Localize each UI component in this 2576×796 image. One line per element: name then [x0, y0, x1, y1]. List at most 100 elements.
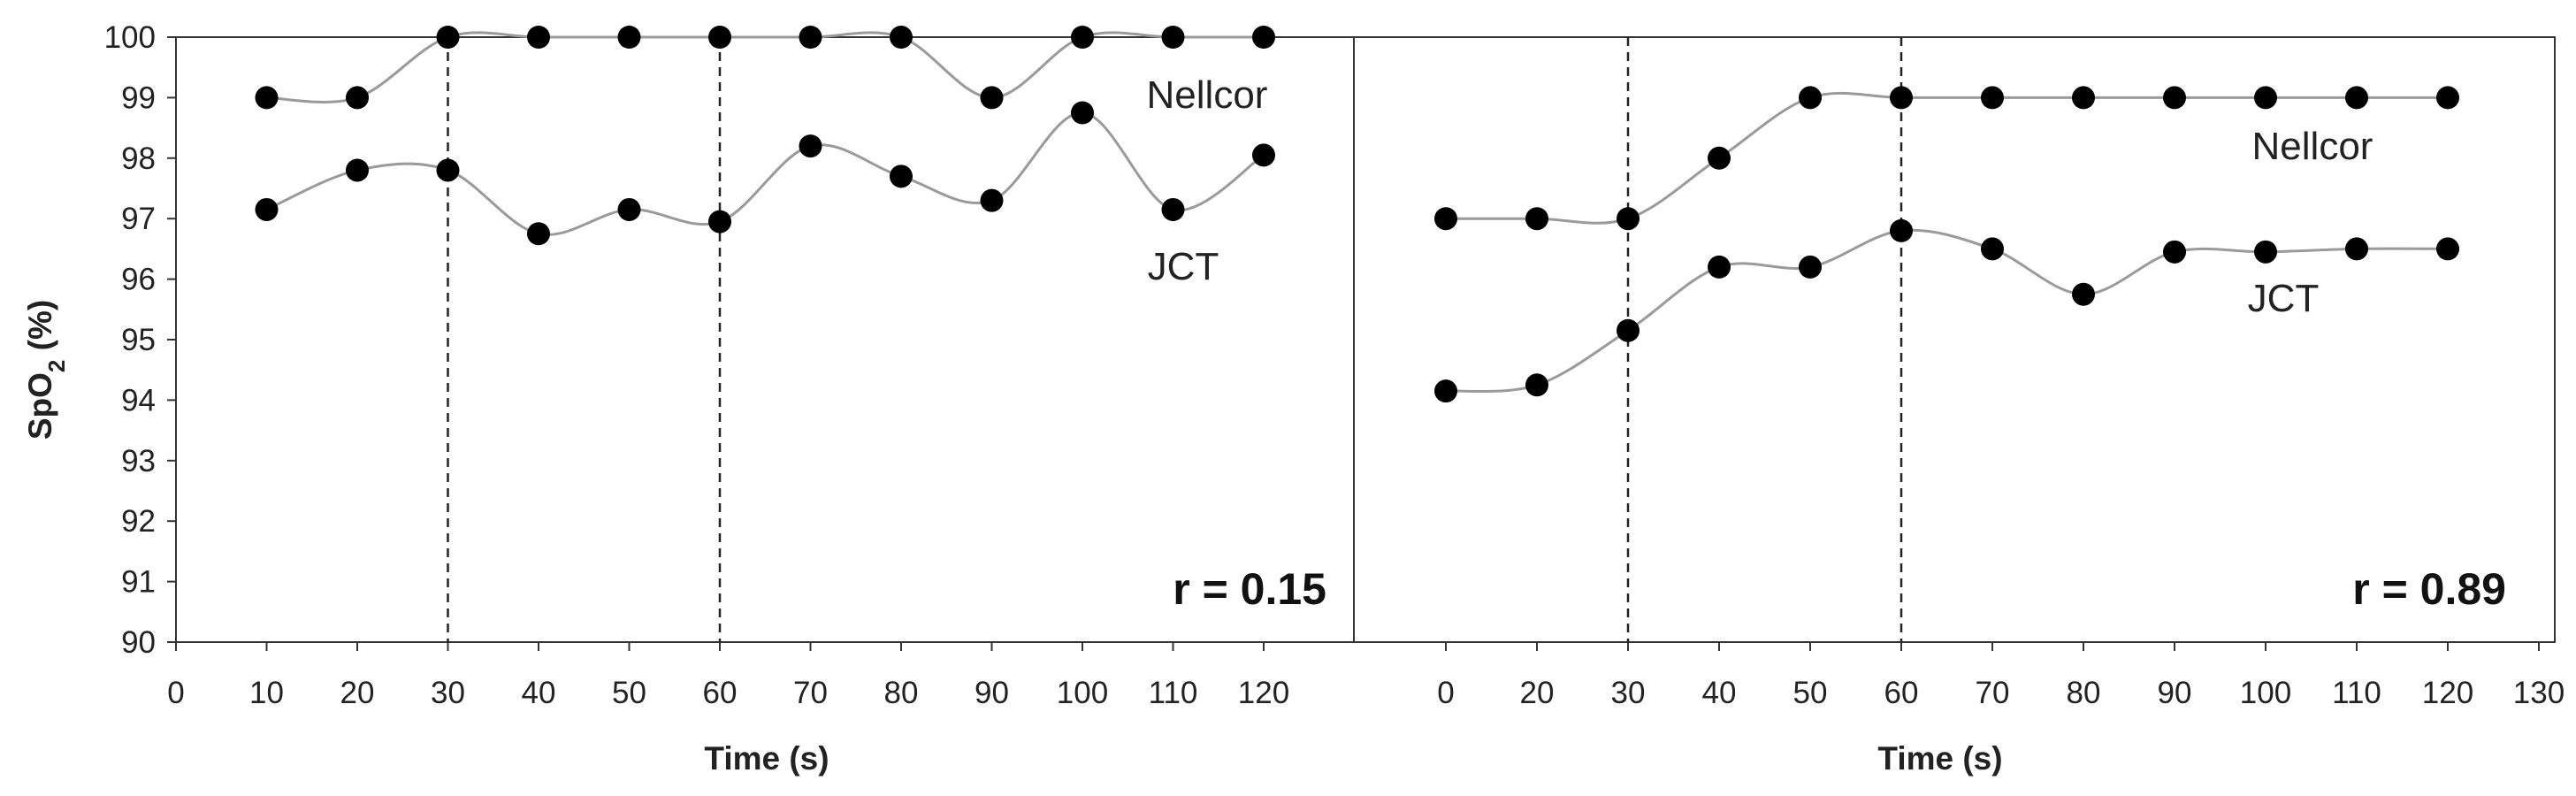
- data-point-jct: [2072, 282, 2095, 306]
- data-point-nellcor: [2072, 86, 2095, 110]
- data-point-nellcor: [1434, 207, 1457, 231]
- x-tick-label: 70: [793, 676, 828, 710]
- data-point-jct: [1708, 255, 1731, 279]
- y-tick-label: 94: [121, 383, 156, 417]
- y-tick-label: 96: [121, 263, 156, 297]
- data-point-jct: [255, 197, 279, 221]
- data-point-nellcor: [1525, 207, 1548, 231]
- data-point-nellcor: [1799, 86, 1822, 110]
- data-point-nellcor: [799, 26, 822, 49]
- x-tick-label: 40: [1702, 676, 1737, 710]
- data-point-jct: [2436, 237, 2459, 261]
- chart-frame-right: [1353, 36, 2556, 643]
- y-tick-label: 98: [121, 142, 156, 176]
- series-line-jct: [265, 111, 1265, 236]
- data-point-nellcor: [1981, 86, 2004, 110]
- data-point-nellcor: [436, 26, 460, 49]
- data-point-jct: [2163, 240, 2186, 264]
- x-tick-label: 120: [1238, 676, 1289, 710]
- data-point-nellcor: [1890, 86, 1913, 110]
- chart-panel-left: 90 91 92 93 94 95 96 97 98 99 100 0 10 20 30 40 50 60 70 80…: [104, 20, 1326, 777]
- correlation-annotation: r = 0.89: [2352, 564, 2506, 614]
- data-point-jct: [346, 158, 369, 182]
- data-point-nellcor: [527, 26, 550, 49]
- data-point-nellcor: [1708, 146, 1731, 170]
- x-tick-label: 110: [1149, 676, 1198, 710]
- x-tick-label: 50: [1793, 676, 1828, 710]
- x-tick-label: 90: [975, 676, 1009, 710]
- data-point-nellcor: [255, 86, 279, 110]
- x-tick-label: 120: [2422, 676, 2473, 710]
- x-axis-title: Time (s): [704, 740, 829, 777]
- x-tick-label: 60: [1884, 676, 1919, 710]
- y-tick-label: 99: [121, 80, 156, 115]
- x-tick-label: 0: [167, 676, 184, 710]
- data-point-jct: [436, 158, 460, 182]
- x-tick-label: 10: [249, 676, 284, 710]
- y-tick-label: 91: [121, 565, 156, 600]
- y-axis-title: SpO2 (%): [22, 300, 70, 440]
- x-tick-label: 30: [431, 676, 465, 710]
- data-point-jct: [1161, 197, 1185, 221]
- correlation-annotation: r = 0.15: [1173, 564, 1326, 614]
- data-point-nellcor: [1617, 207, 1640, 231]
- data-point-nellcor: [2345, 86, 2368, 110]
- x-tick-label: 70: [1976, 676, 2010, 710]
- data-point-jct: [1617, 318, 1640, 342]
- x-axis-title: Time (s): [1877, 740, 2002, 777]
- data-point-jct: [1799, 255, 1822, 279]
- data-point-jct: [799, 134, 822, 158]
- x-tick-label: 90: [2158, 676, 2192, 710]
- data-point-jct: [1890, 218, 1913, 242]
- data-point-jct: [1525, 373, 1548, 397]
- data-point-nellcor: [890, 26, 913, 49]
- data-point-nellcor: [2163, 86, 2186, 110]
- x-tick-label: 20: [340, 676, 375, 710]
- data-point-nellcor: [1161, 26, 1185, 49]
- x-tick-label: 80: [884, 676, 919, 710]
- data-point-jct: [1252, 143, 1275, 167]
- data-point-nellcor: [980, 86, 1004, 110]
- data-point-jct: [1434, 379, 1457, 403]
- x-tick-label: 40: [522, 676, 556, 710]
- data-point-nellcor: [2254, 86, 2277, 110]
- data-point-nellcor: [617, 26, 641, 49]
- chart-frame-left: [175, 36, 1355, 643]
- data-point-nellcor: [1071, 26, 1094, 49]
- y-tick-label: 95: [121, 323, 156, 357]
- data-point-nellcor: [1252, 26, 1275, 49]
- data-point-jct: [890, 165, 913, 188]
- y-tick-label: 93: [121, 444, 156, 478]
- x-tick-label: 30: [1611, 676, 1646, 710]
- data-point-jct: [2345, 237, 2368, 261]
- x-tick-label: 50: [612, 676, 646, 710]
- y-tick-label: 90: [121, 625, 156, 660]
- x-tick-label: 0: [1437, 676, 1454, 710]
- data-point-nellcor: [346, 86, 369, 110]
- data-point-jct: [527, 222, 550, 246]
- data-point-jct: [1981, 237, 2004, 261]
- data-point-jct: [708, 210, 731, 233]
- x-tick-label: 100: [1057, 676, 1108, 710]
- data-point-jct: [2254, 240, 2277, 264]
- x-tick-label: 130: [2513, 676, 2565, 710]
- x-tick-label: 100: [2240, 676, 2291, 710]
- chart-panel-right: 0 20 30 40 50 60 70 80 90 100 110 120 130 Time (s) Nel…: [1434, 37, 2565, 777]
- series-label-nellcor: Nellcor: [2252, 125, 2373, 168]
- series-label-nellcor: Nellcor: [1147, 73, 1268, 117]
- data-point-nellcor: [708, 26, 731, 49]
- y-tick-label: 92: [121, 504, 156, 539]
- x-tick-label: 20: [1520, 676, 1555, 710]
- y-tick-label: 97: [121, 202, 156, 236]
- x-tick-label: 80: [2067, 676, 2101, 710]
- data-point-jct: [980, 188, 1004, 212]
- series-line-nellcor: [266, 31, 1264, 103]
- x-tick-label: 110: [2332, 676, 2381, 710]
- y-tick-label: 100: [104, 20, 156, 55]
- series-label-jct: JCT: [2248, 277, 2320, 320]
- data-point-jct: [617, 197, 641, 221]
- data-point-jct: [1071, 101, 1094, 125]
- series-label-jct: JCT: [1148, 245, 1219, 288]
- data-point-nellcor: [2436, 86, 2459, 110]
